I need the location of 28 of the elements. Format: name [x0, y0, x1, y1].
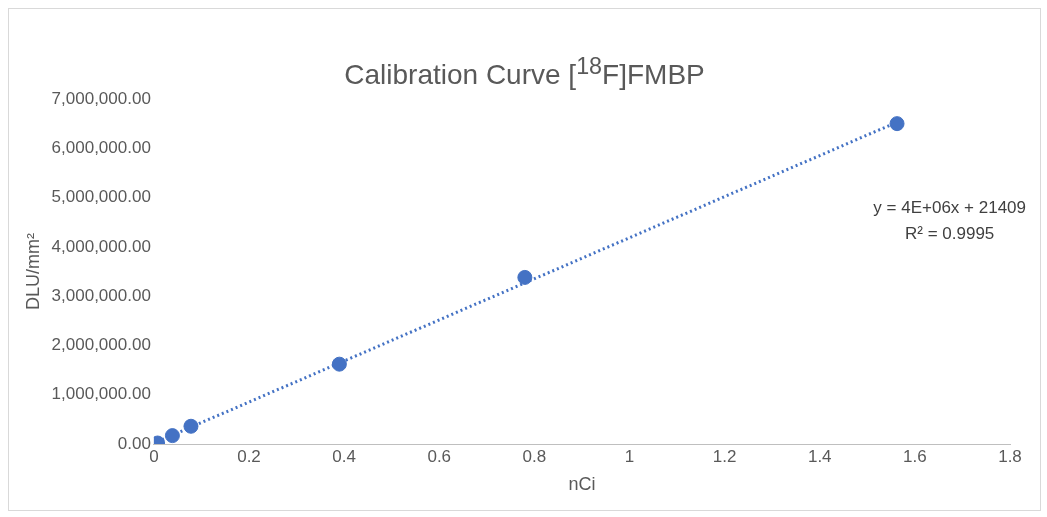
y-tick-label: 0.00 [117, 433, 151, 453]
y-tick-label: 2,000,000.00 [51, 335, 151, 355]
x-tick-label: 1 [624, 446, 635, 466]
y-tick-label: 3,000,000.00 [51, 285, 151, 305]
point [331, 356, 347, 372]
x-tick-label: 0.4 [332, 446, 356, 466]
point [889, 116, 905, 132]
point [183, 418, 199, 434]
x-tick-label: 0.8 [522, 446, 547, 466]
y-tick-label: 1,000,000.00 [51, 384, 151, 404]
x-axis-title: nCi [568, 474, 596, 495]
point [517, 269, 533, 285]
y-tick-label: 4,000,000.00 [51, 236, 151, 256]
x-tick-label: 1.6 [903, 446, 927, 466]
x-tick-label: 0.2 [237, 446, 261, 466]
y-axis-title: DLU/mm² [22, 233, 43, 310]
x-tick-label: 1.4 [807, 446, 832, 466]
annotation: y = 4E+06x + 21409 [873, 197, 1026, 219]
y-tick-label: 6,000,000.00 [51, 137, 151, 157]
x-tick-label: 0 [149, 446, 159, 466]
x-tick-label: 1.8 [998, 446, 1022, 466]
y-tick-label: 5,000,000.00 [51, 187, 151, 207]
point [164, 428, 180, 444]
annotation: R² = 0.9995 [904, 223, 996, 245]
y-tick-label: 7,000,000.00 [51, 88, 151, 108]
x-tick-label: 1.2 [712, 446, 737, 466]
x-tick-label: 0.6 [427, 446, 452, 466]
chart-title: Calibration Curve [$^{18}$F]FMBP [344, 53, 705, 91]
